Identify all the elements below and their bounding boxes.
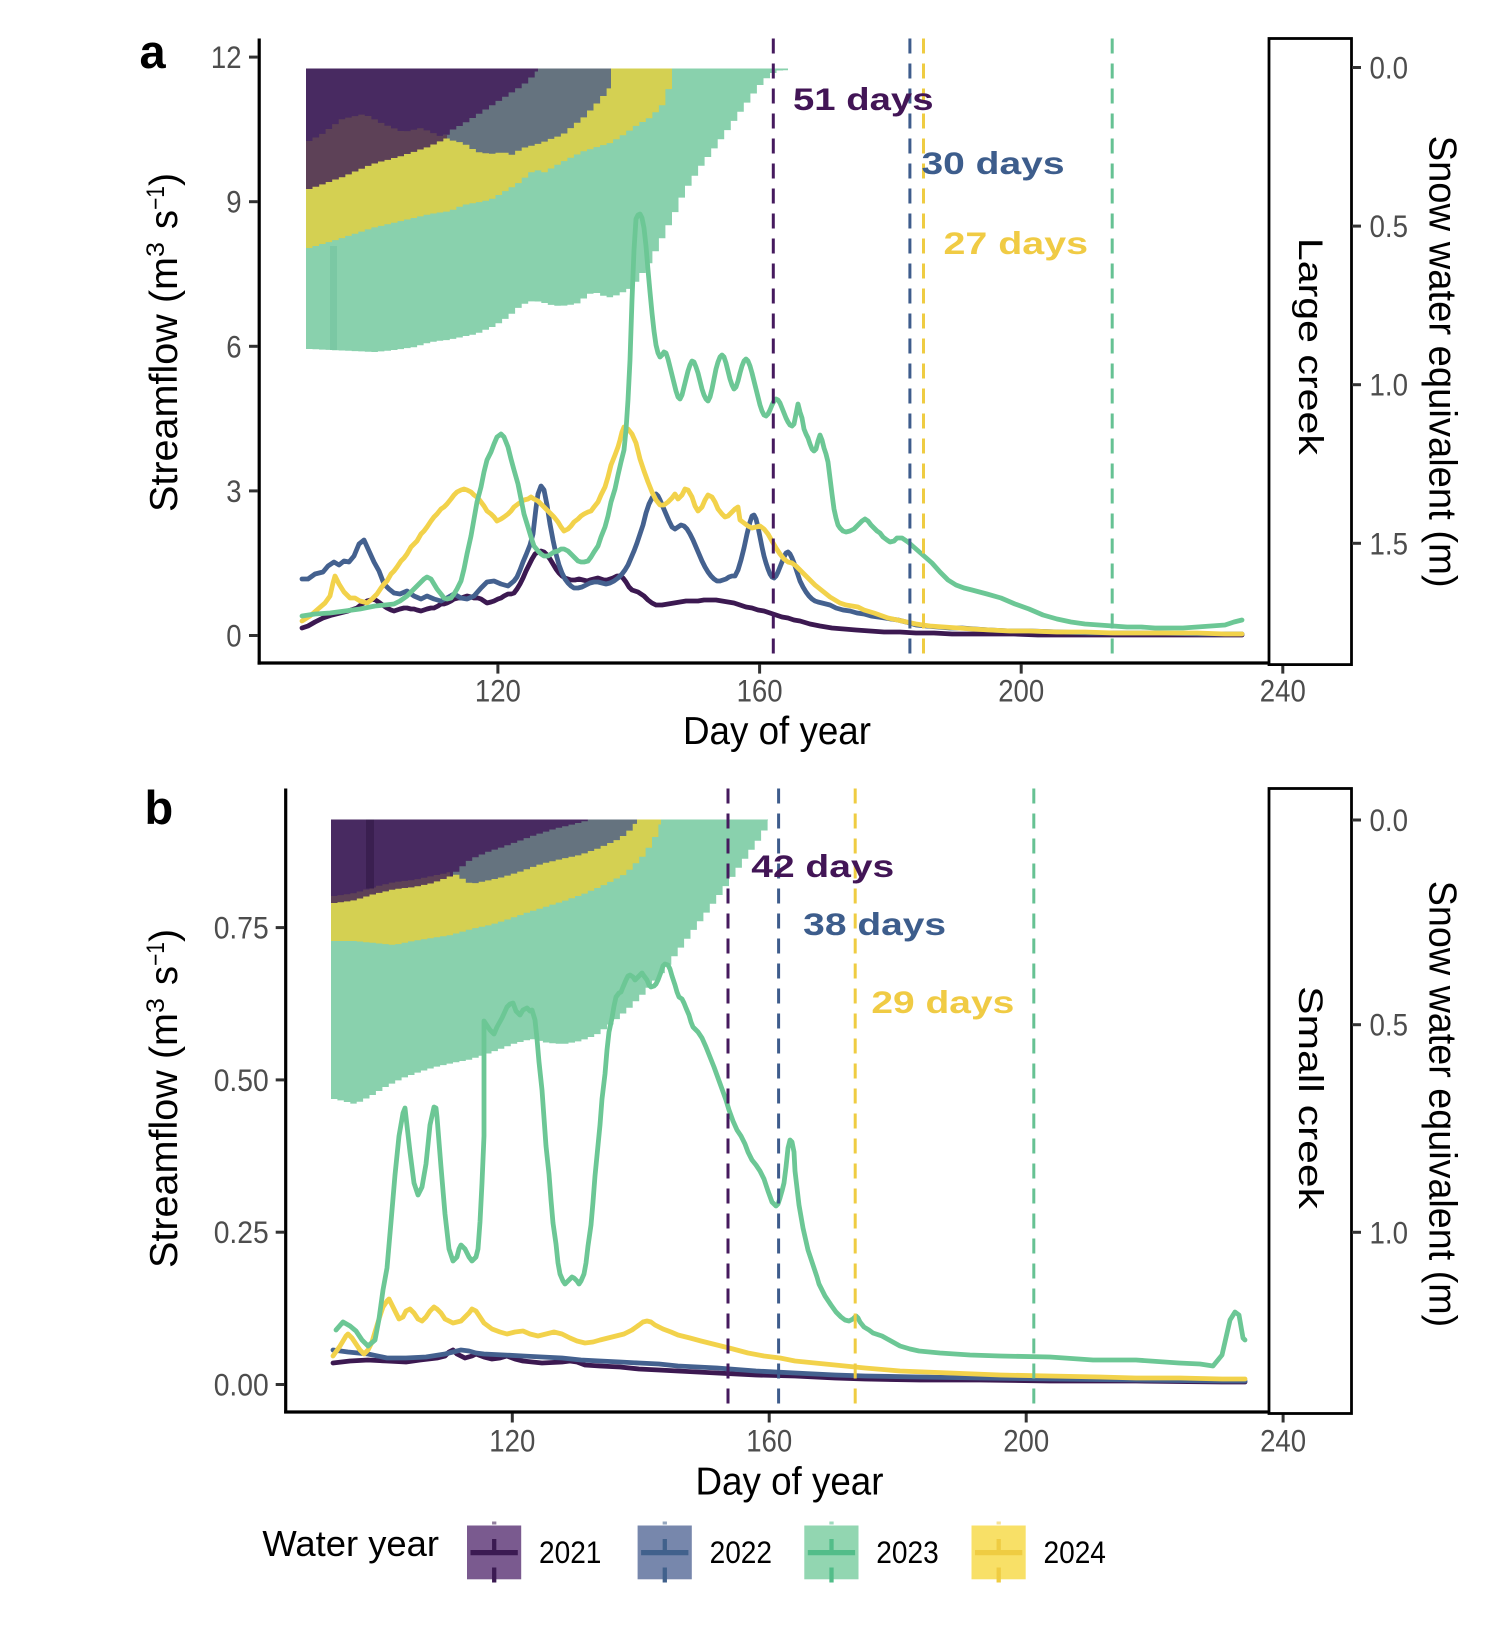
svg-text:a: a <box>140 25 167 78</box>
svg-text:Day of year: Day of year <box>696 1461 884 1504</box>
svg-text:): ) <box>143 173 186 186</box>
svg-text:Snow water equivalent (m): Snow water equivalent (m) <box>1421 136 1464 588</box>
svg-text:2021: 2021 <box>539 1534 601 1570</box>
svg-text:29 days: 29 days <box>871 984 1014 1020</box>
svg-text:120: 120 <box>475 673 521 709</box>
svg-text:160: 160 <box>737 673 783 709</box>
svg-text:2023: 2023 <box>876 1534 938 1570</box>
svg-text:2022: 2022 <box>710 1534 772 1570</box>
svg-text:38 days: 38 days <box>803 906 946 942</box>
svg-text:9: 9 <box>226 184 241 220</box>
svg-text:Water year: Water year <box>262 1523 439 1564</box>
svg-text:3: 3 <box>142 242 170 257</box>
svg-text:Snow water equivalent (m): Snow water equivalent (m) <box>1421 881 1464 1328</box>
svg-text:0.5: 0.5 <box>1370 1007 1409 1043</box>
svg-text:Day of year: Day of year <box>683 710 871 753</box>
svg-text:0: 0 <box>226 618 241 654</box>
svg-text:2024: 2024 <box>1044 1534 1106 1570</box>
svg-text:200: 200 <box>1003 1423 1049 1459</box>
svg-text:−1: −1 <box>142 186 170 210</box>
svg-text:): ) <box>143 929 186 942</box>
svg-text:3: 3 <box>226 473 241 509</box>
svg-text:Small creek: Small creek <box>1291 986 1329 1210</box>
svg-text:240: 240 <box>1260 1423 1306 1459</box>
svg-text:51 days: 51 days <box>793 81 934 117</box>
svg-text:0.00: 0.00 <box>214 1367 269 1403</box>
svg-text:1.0: 1.0 <box>1370 367 1409 403</box>
svg-text:3: 3 <box>142 998 170 1013</box>
svg-text:30 days: 30 days <box>922 145 1065 181</box>
svg-text:−1: −1 <box>142 942 170 966</box>
svg-text:0.0: 0.0 <box>1370 50 1409 86</box>
svg-text:0.50: 0.50 <box>214 1062 269 1098</box>
svg-text:0.25: 0.25 <box>214 1214 269 1250</box>
svg-text:0.5: 0.5 <box>1370 208 1409 244</box>
svg-text:Streamflow (m: Streamflow (m <box>143 257 186 512</box>
svg-text:Large creek: Large creek <box>1291 238 1329 456</box>
svg-text:b: b <box>145 781 174 834</box>
svg-text:200: 200 <box>998 673 1044 709</box>
svg-text:160: 160 <box>746 1423 792 1459</box>
svg-text:1.5: 1.5 <box>1370 525 1409 561</box>
svg-text:12: 12 <box>211 39 242 75</box>
svg-text:6: 6 <box>226 328 241 364</box>
svg-text:42 days: 42 days <box>751 848 894 884</box>
svg-text:240: 240 <box>1260 673 1306 709</box>
svg-text:120: 120 <box>489 1423 535 1459</box>
svg-text:Streamflow (m: Streamflow (m <box>143 1013 186 1268</box>
svg-text:27 days: 27 days <box>944 225 1089 261</box>
svg-text:0.75: 0.75 <box>214 910 269 946</box>
svg-text:1.0: 1.0 <box>1370 1214 1409 1250</box>
svg-text:0.0: 0.0 <box>1370 802 1409 838</box>
svg-text:s: s <box>143 210 186 229</box>
svg-text:s: s <box>143 966 186 985</box>
